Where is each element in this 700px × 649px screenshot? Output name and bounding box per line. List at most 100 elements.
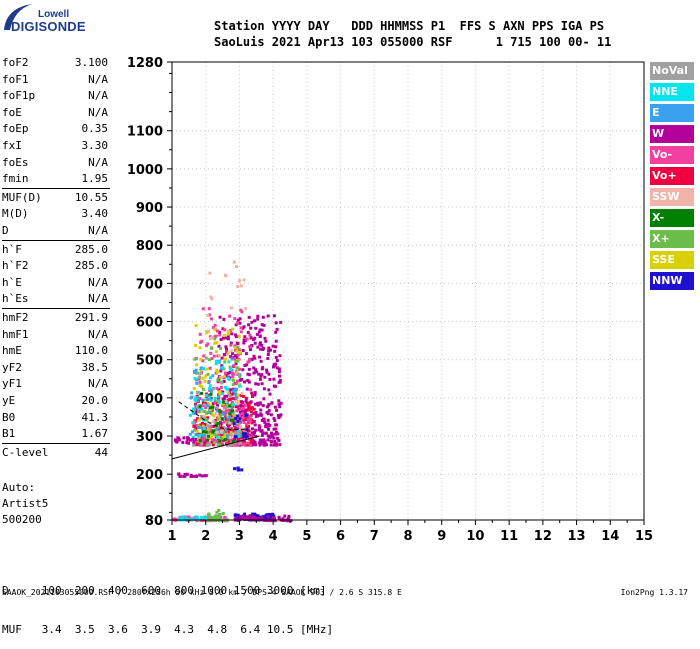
echo-point — [230, 352, 234, 355]
y-tick-label: 1280 — [127, 56, 163, 71]
echo-point — [228, 432, 232, 436]
echo-point — [235, 379, 239, 383]
echo-point — [240, 392, 244, 396]
x-tick-label: 3 — [235, 529, 244, 544]
echo-point — [242, 434, 246, 438]
echo-point — [191, 474, 195, 478]
echo-point — [236, 466, 240, 470]
echo-point — [273, 349, 277, 353]
echo-point — [252, 411, 256, 415]
echo-point — [202, 437, 206, 441]
echo-point — [206, 428, 210, 432]
echo-point — [255, 517, 259, 521]
echo-point — [238, 351, 241, 355]
y-tick-label: 400 — [136, 392, 163, 407]
echo-point — [277, 439, 281, 443]
echo-point — [202, 415, 206, 418]
echo-point — [217, 388, 221, 392]
echo-point — [253, 513, 256, 517]
echo-point — [258, 328, 262, 332]
echo-point — [185, 472, 189, 476]
echo-point — [275, 442, 279, 446]
echo-point — [223, 394, 227, 398]
echo-point — [263, 442, 267, 446]
echo-point — [203, 403, 207, 407]
echo-point — [234, 426, 238, 430]
echo-point — [258, 377, 262, 381]
echo-point — [234, 346, 237, 350]
echo-point — [250, 357, 254, 361]
echo-point — [201, 430, 205, 434]
echo-point — [223, 328, 227, 332]
echo-point — [232, 422, 236, 426]
param-row: foF2 3.100 — [2, 56, 108, 72]
echo-point — [194, 438, 198, 441]
echo-point — [254, 382, 258, 386]
legend-item: SSE — [650, 251, 694, 269]
echo-point — [217, 395, 221, 399]
echo-point — [266, 418, 270, 422]
echo-point — [249, 345, 253, 349]
echo-point — [246, 515, 250, 519]
echo-point — [209, 432, 213, 436]
echo-point — [211, 519, 215, 523]
param-row: MUF(D) 10.55 — [2, 191, 108, 207]
echo-point — [211, 443, 215, 447]
echo-point — [258, 341, 262, 345]
param-value: 1.95 — [81, 172, 109, 186]
echo-point — [209, 406, 212, 410]
param-name: B1 — [2, 427, 16, 441]
echo-point — [206, 372, 210, 376]
echo-point — [246, 441, 250, 445]
echo-point — [248, 515, 252, 519]
echo-point — [259, 374, 263, 378]
echo-point — [230, 409, 234, 413]
echo-point — [196, 390, 200, 394]
echo-point — [201, 404, 205, 408]
echo-point — [197, 377, 201, 381]
echo-point — [226, 337, 230, 341]
legend-item: SSW — [650, 188, 694, 206]
echo-point — [266, 405, 269, 409]
echo-point — [274, 345, 278, 349]
echo-point — [233, 419, 237, 423]
echo-point — [228, 393, 232, 397]
echo-point — [255, 332, 259, 336]
echo-point — [224, 345, 228, 349]
echo-point — [231, 383, 235, 387]
param-value: 285.0 — [74, 259, 108, 273]
echo-point — [239, 514, 242, 518]
echo-point — [222, 317, 226, 321]
echo-point — [242, 394, 245, 398]
param-value: N/A — [88, 89, 108, 103]
param-row: D N/A — [2, 224, 108, 240]
param-value: 1.67 — [81, 427, 109, 441]
echo-point — [191, 436, 195, 439]
echo-point — [214, 360, 218, 363]
echo-point — [208, 271, 212, 275]
echo-point — [215, 428, 219, 432]
trace-line — [178, 401, 247, 431]
echo-point — [210, 440, 214, 444]
echo-point — [230, 438, 233, 442]
echo-point — [193, 357, 197, 361]
echo-point — [249, 388, 253, 392]
echo-point — [218, 375, 222, 379]
echo-point — [273, 432, 277, 436]
echo-point — [216, 409, 220, 413]
echo-point — [203, 474, 207, 478]
param-name: B0 — [2, 410, 16, 424]
echo-point — [220, 356, 224, 360]
echo-point — [202, 354, 206, 358]
echo-point — [232, 397, 236, 400]
echo-point — [226, 398, 230, 402]
echo-point — [199, 423, 203, 427]
echo-point — [261, 366, 265, 370]
param-name: yF1 — [2, 377, 22, 391]
echo-point — [221, 327, 225, 331]
echo-point — [224, 428, 228, 432]
echo-point — [222, 380, 226, 383]
echo-point — [192, 387, 196, 391]
echo-point — [230, 407, 234, 411]
echo-point — [235, 349, 239, 353]
